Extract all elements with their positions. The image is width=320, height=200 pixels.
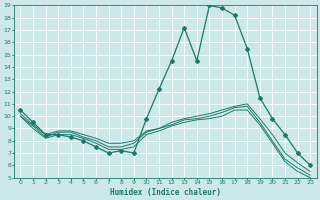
X-axis label: Humidex (Indice chaleur): Humidex (Indice chaleur) [110, 188, 221, 197]
